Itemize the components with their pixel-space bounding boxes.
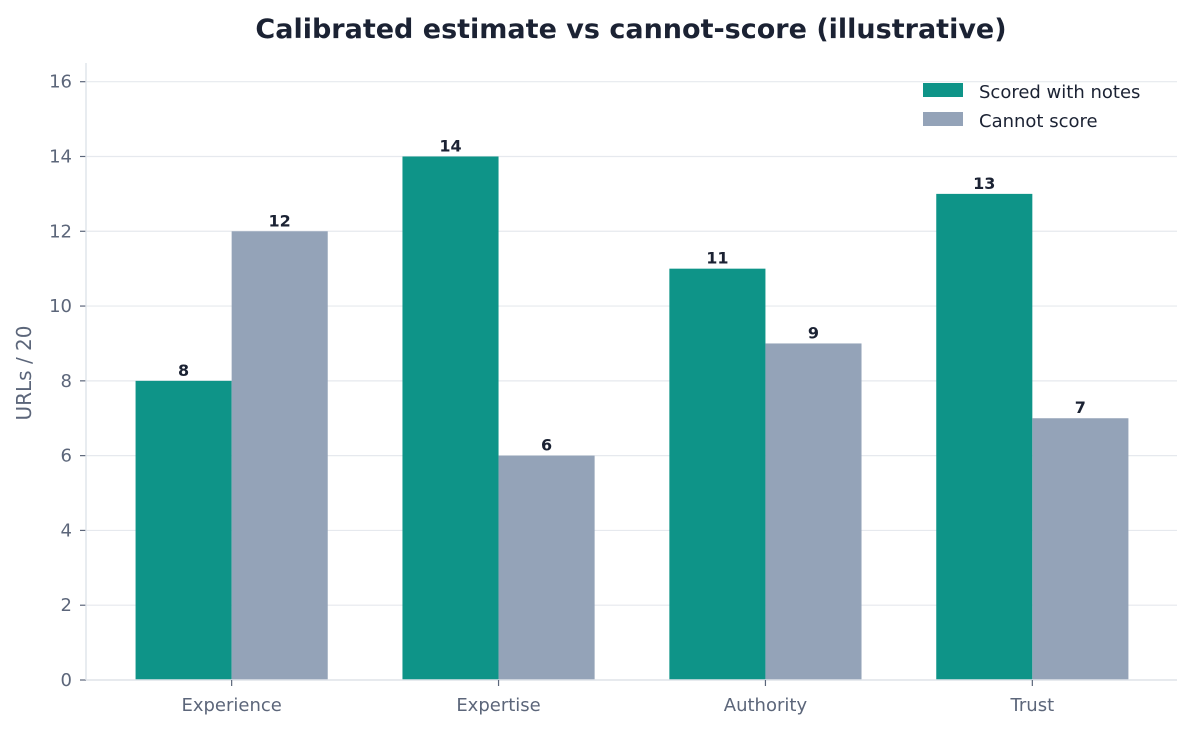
legend-swatch (923, 112, 963, 126)
data-labels: 8 12 14 6 11 9 13 7 (178, 136, 1086, 454)
data-label: 8 (178, 361, 189, 380)
y-axis-label: URLs / 20 (12, 326, 36, 421)
bar (231, 231, 328, 681)
y-tick-label: 4 (61, 520, 72, 541)
y-tick-label: 8 (61, 371, 72, 392)
legend-swatch (923, 83, 963, 97)
chart-title: Calibrated estimate vs cannot-score (ill… (255, 14, 1006, 45)
x-tick-label: Experience (181, 695, 281, 716)
x-tick-label: Authority (724, 695, 808, 716)
data-label: 13 (973, 174, 995, 193)
data-label: 7 (1075, 398, 1086, 417)
y-tick-label: 0 (61, 670, 72, 691)
legend-label: Cannot score (979, 111, 1098, 132)
bar (936, 193, 1033, 680)
data-label: 14 (439, 136, 461, 155)
bar (669, 268, 766, 680)
y-tick-label: 12 (49, 221, 72, 242)
data-label: 12 (269, 211, 291, 230)
y-tick-label: 14 (49, 146, 72, 167)
bar (1032, 418, 1129, 680)
data-label: 11 (706, 249, 728, 268)
data-label: 6 (541, 436, 552, 455)
legend: Scored with notes Cannot score (923, 82, 1140, 132)
bar (765, 343, 862, 680)
bars (135, 156, 1129, 681)
x-tick-label: Trust (1010, 695, 1055, 716)
data-label: 9 (808, 323, 819, 342)
axes: 0 2 4 6 8 10 12 14 16 Experience Expertise Authorit… (49, 63, 1177, 716)
y-tick-label: 10 (49, 296, 72, 317)
x-tick-label: Expertise (456, 695, 540, 716)
bar (135, 380, 232, 680)
bar (498, 455, 595, 680)
legend-label: Scored with notes (979, 82, 1140, 103)
y-tick-label: 6 (61, 446, 72, 467)
y-tick-label: 16 (49, 72, 72, 93)
y-tick-label: 2 (61, 595, 72, 616)
bar (402, 156, 499, 680)
